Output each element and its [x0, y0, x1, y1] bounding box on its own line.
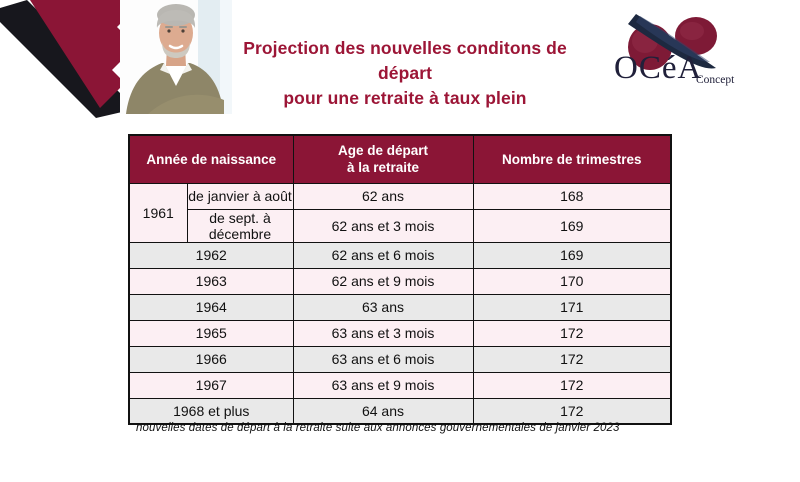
table-row: 1966 63 ans et 6 mois 172: [128, 345, 672, 373]
column-header-birth-year: Année de naissance: [128, 134, 294, 184]
cell-age: 62 ans: [292, 182, 474, 210]
logo-subtext: Concept: [696, 74, 735, 86]
cell-age: 63 ans et 6 mois: [292, 345, 474, 373]
cell-trimestres: 172: [472, 397, 672, 425]
table-row: 1965 63 ans et 3 mois 172: [128, 319, 672, 347]
cell-trimestres: 170: [472, 267, 672, 295]
cell-trimestres: 169: [472, 208, 672, 243]
cell-year: 1963: [128, 267, 294, 295]
cell-year: 1967: [128, 371, 294, 399]
cell-trimestres: 168: [472, 182, 672, 210]
retirement-table: Année de naissance Age de départ à la re…: [128, 134, 672, 425]
table-row: 1968 et plus 64 ans 172: [128, 397, 672, 425]
table-header-row: Année de naissance Age de départ à la re…: [128, 134, 672, 184]
cell-period: de sept. à décembre: [186, 208, 294, 243]
cell-year: 1968 et plus: [128, 397, 294, 425]
cell-year: 1964: [128, 293, 294, 321]
cell-age: 62 ans et 9 mois: [292, 267, 474, 295]
cell-age: 62 ans et 6 mois: [292, 241, 474, 269]
cell-trimestres: 172: [472, 345, 672, 373]
page-title: Projection des nouvelles conditons de dé…: [225, 36, 585, 111]
corner-decoration-graphic: [0, 0, 144, 118]
cell-year: 1966: [128, 345, 294, 373]
page-title-line1: Projection des nouvelles conditons de dé…: [243, 38, 567, 83]
cell-trimestres: 172: [472, 371, 672, 399]
retiree-photo: [120, 0, 232, 114]
page-title-line2: pour une retraite à taux plein: [283, 88, 527, 108]
column-header-age: Age de départ à la retraite: [292, 134, 474, 184]
cell-age: 63 ans et 3 mois: [292, 319, 474, 347]
table-row: 1967 63 ans et 9 mois 172: [128, 371, 672, 399]
cell-year: 1965: [128, 319, 294, 347]
column-header-age-line2: à la retraite: [346, 160, 420, 176]
cell-trimestres: 169: [472, 241, 672, 269]
cell-age: 62 ans et 3 mois: [292, 208, 474, 243]
cell-year: 1962: [128, 241, 294, 269]
cell-age: 63 ans: [292, 293, 474, 321]
cell-age: 64 ans: [292, 397, 474, 425]
cell-age: 63 ans et 9 mois: [292, 371, 474, 399]
column-header-age-line1: Age de départ: [337, 143, 429, 159]
table-row: de sept. à décembre 62 ans et 3 mois 169: [129, 208, 672, 243]
column-header-trimesters: Nombre de trimestres: [472, 134, 672, 184]
table-row: 1963 62 ans et 9 mois 170: [128, 267, 672, 295]
logo-text: OCéA: [614, 50, 703, 86]
table-row: 1962 62 ans et 6 mois 169: [128, 241, 672, 269]
cell-year: 1961: [128, 182, 188, 243]
table-row: 1961 de janvier à août 62 ans 168: [128, 182, 672, 243]
table-row: 1964 63 ans 171: [128, 293, 672, 321]
ocea-logo-icon: [628, 14, 717, 70]
cell-trimestres: 172: [472, 319, 672, 347]
cell-trimestres: 171: [472, 293, 672, 321]
company-logo: OCéA Concept: [612, 10, 762, 105]
footnote: nouvelles dates de départ à la retraite …: [136, 422, 620, 434]
cell-period: de janvier à août: [186, 182, 294, 210]
